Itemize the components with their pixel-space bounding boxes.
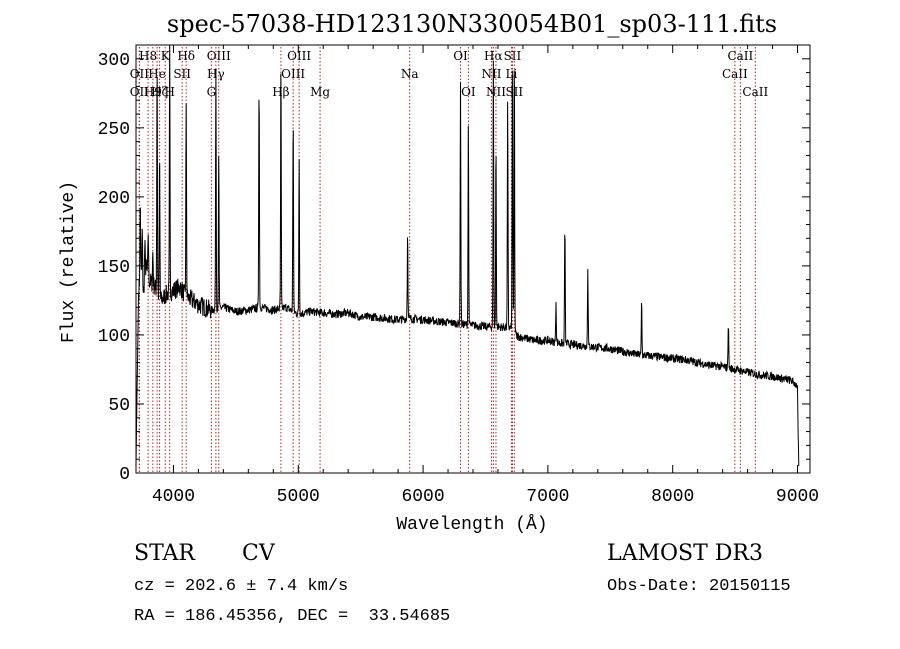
line-marker-label: K: [161, 49, 171, 63]
line-marker-label: Mg: [310, 85, 330, 99]
redshift-cz: cz = 202.6 ± 7.4 km/s: [134, 577, 348, 596]
spectrum-line: [135, 44, 800, 467]
y-tick-label: 300: [98, 51, 130, 71]
line-marker-label: Hδ: [177, 49, 195, 63]
line-markers: OIIOIIH8H9HeHζKHSIIHδGHγOIIIHβOIIIOIIIMg…: [130, 47, 768, 473]
line-marker-label: Hζ: [151, 85, 168, 99]
line-marker-label: OII: [130, 67, 150, 81]
line-marker-label: CaII: [727, 49, 753, 63]
line-marker-label: OIII: [207, 49, 231, 63]
x-tick-label: 4000: [152, 487, 195, 507]
line-marker-label: OIII: [281, 67, 305, 81]
y-tick-label: 250: [98, 120, 130, 140]
x-tick-label: 6000: [401, 487, 444, 507]
line-marker-label: OIII: [287, 49, 311, 63]
y-axis-label: Flux (relative): [59, 181, 79, 343]
line-marker-label: CaII: [722, 67, 748, 81]
x-tick-label: 9000: [776, 487, 819, 507]
y-tick-label: 100: [98, 327, 130, 347]
line-marker-label: CaII: [742, 85, 768, 99]
line-marker-label: Na: [401, 67, 419, 81]
survey-name: LAMOST DR3: [607, 541, 763, 566]
y-tick-label: 50: [108, 396, 130, 416]
line-marker-label: Li: [506, 67, 518, 81]
y-tick-label: 200: [98, 189, 130, 209]
line-marker-label: Hα: [484, 49, 503, 63]
line-marker-label: OI: [453, 49, 468, 63]
plot-frame: [135, 44, 811, 474]
x-tick-label: 8000: [651, 487, 694, 507]
line-marker-label: NII: [486, 85, 506, 99]
line-marker-label: SII: [173, 67, 191, 81]
x-axis-label: Wavelength (Å): [396, 514, 547, 535]
observation-date: Obs-Date: 20150115: [607, 577, 791, 596]
line-marker-label: H8: [139, 49, 157, 63]
x-tick-label: 5000: [277, 487, 320, 507]
axis-ticks: 4000 5000 6000 7000 8000 9000 0 50 100 150 200 250 3…: [98, 45, 819, 507]
object-class: STAR: [134, 541, 196, 566]
chart-title: spec-57038-HD123130N330054B01_sp03-111.f…: [167, 10, 777, 38]
line-marker-label: OI: [461, 85, 476, 99]
x-tick-label: 7000: [526, 487, 569, 507]
line-marker-label: SII: [504, 49, 522, 63]
object-subclass: CV: [242, 541, 276, 566]
y-tick-label: 150: [98, 258, 130, 278]
line-marker-label: OII: [130, 85, 150, 99]
line-marker-label: He: [148, 67, 166, 81]
line-marker-label: G: [207, 85, 217, 99]
ra-dec-coordinates: RA = 186.45356, DEC = 33.54685: [134, 607, 450, 626]
y-tick-label: 0: [119, 465, 130, 485]
line-marker-label: NII: [481, 67, 501, 81]
